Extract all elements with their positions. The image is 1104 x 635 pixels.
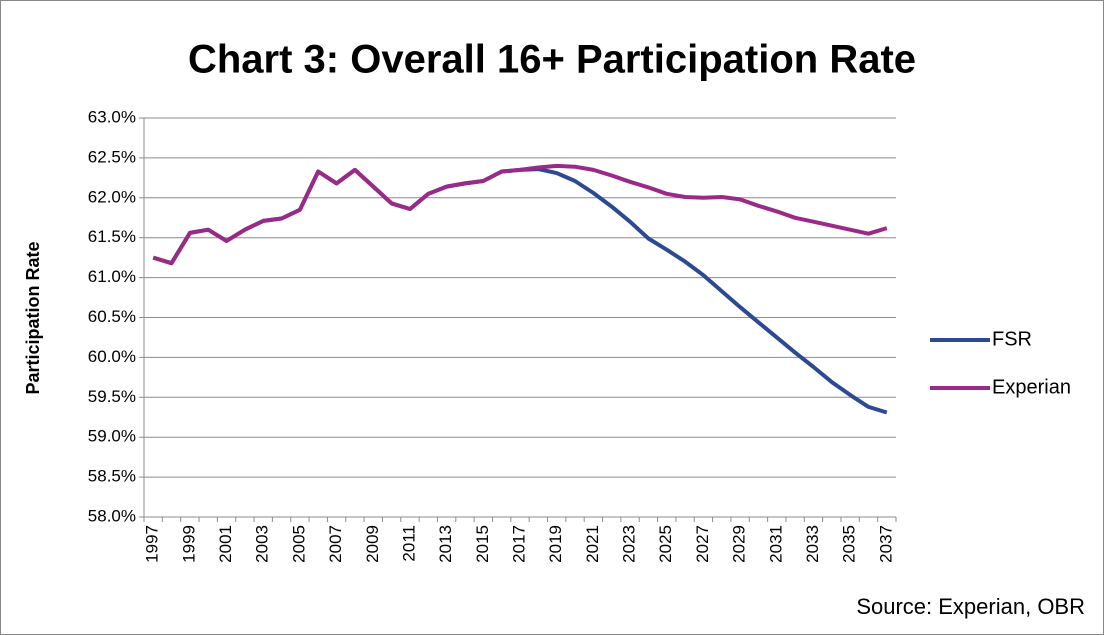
x-tick-label: 2033: [803, 525, 822, 563]
legend-label: FSR: [992, 328, 1032, 350]
x-tick-label: 2019: [546, 525, 565, 563]
y-tick-label: 59.0%: [88, 427, 136, 446]
x-tick-label: 2013: [436, 525, 455, 563]
x-tick-label: 2005: [289, 525, 308, 563]
y-tick-label: 60.0%: [88, 347, 136, 366]
x-tick-label: 2021: [583, 525, 602, 563]
x-tick-label: 2031: [766, 525, 785, 563]
x-tick-label: 2007: [326, 525, 345, 563]
y-tick-label: 62.5%: [88, 147, 136, 166]
source-note: Source: Experian, OBR: [856, 594, 1085, 619]
x-tick-label: 1997: [143, 525, 162, 563]
x-tick-label: 1999: [179, 525, 198, 563]
x-tick-label: 2009: [363, 525, 382, 563]
series-line: [152, 163, 888, 266]
y-tick-label: 61.5%: [88, 227, 136, 246]
y-tick-label: 63.0%: [88, 107, 136, 126]
x-tick-label: 2015: [473, 525, 492, 563]
y-tick-label: 62.0%: [88, 187, 136, 206]
x-tick-label: 2027: [693, 525, 712, 563]
x-tick-label: 2035: [840, 525, 859, 563]
x-tick-label: 2023: [620, 525, 639, 563]
x-tick-label: 2011: [399, 525, 418, 562]
y-tick-label: 59.5%: [88, 387, 136, 406]
y-tick-label: 58.0%: [88, 506, 136, 525]
x-tick-label: 2001: [216, 525, 235, 563]
x-tick-label: 2037: [876, 525, 895, 563]
x-tick-label: 2029: [730, 525, 749, 563]
legend-label: Experian: [992, 376, 1071, 398]
y-tick-label: 58.5%: [88, 467, 136, 486]
y-tick-label: 60.5%: [88, 307, 136, 326]
y-axis-title: Participation Rate: [23, 241, 43, 394]
chart-title: Chart 3: Overall 16+ Participation Rate: [188, 38, 916, 82]
y-tick-label: 61.0%: [88, 267, 136, 286]
x-tick-label: 2017: [509, 525, 528, 563]
x-tick-label: 2003: [253, 525, 272, 563]
x-tick-label: 2025: [656, 525, 675, 563]
